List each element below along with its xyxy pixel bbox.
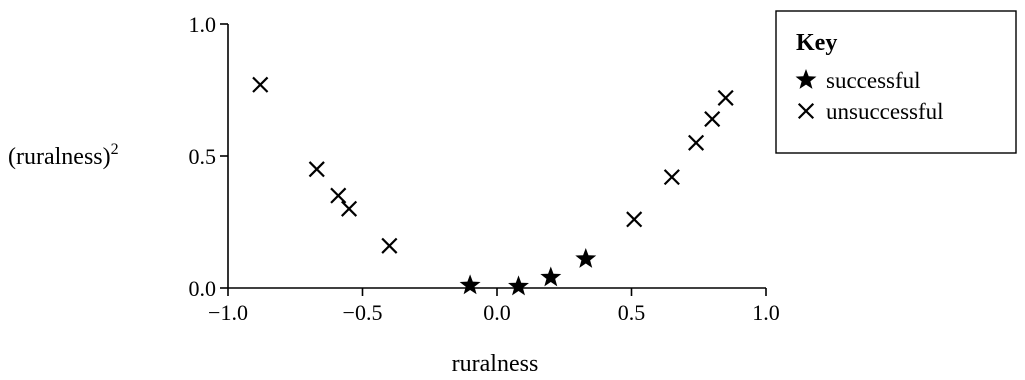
legend-cross-marker bbox=[797, 102, 815, 120]
x-tick-label: −1.0 bbox=[208, 300, 248, 325]
star-point bbox=[540, 266, 562, 287]
cross-point bbox=[330, 187, 347, 204]
star-point bbox=[508, 275, 529, 296]
cross-point bbox=[626, 211, 643, 228]
cross-point bbox=[340, 200, 358, 217]
x-ticks: −1.0 −0.5 0.0 0.5 1.0 bbox=[208, 288, 780, 325]
y-axis-label-text: (ruralness) bbox=[8, 144, 111, 170]
x-tick-label: 0.0 bbox=[483, 300, 511, 325]
data-points bbox=[252, 76, 734, 296]
cross-point bbox=[381, 237, 398, 254]
legend-star-marker bbox=[795, 69, 817, 89]
cross-point bbox=[252, 76, 269, 93]
cross-point bbox=[717, 89, 734, 106]
legend: Key successful unsuccessful bbox=[775, 10, 1017, 154]
cross-point bbox=[704, 110, 721, 128]
legend-entries: successful unsuccessful bbox=[795, 68, 944, 124]
y-tick-label: 0.0 bbox=[189, 276, 217, 301]
y-axis-label-superscript: 2 bbox=[111, 141, 119, 158]
legend-label: successful bbox=[826, 68, 921, 93]
legend-label: unsuccessful bbox=[826, 99, 944, 124]
y-ticks: 0.0 0.5 1.0 bbox=[189, 12, 228, 301]
legend-title: Key bbox=[796, 30, 837, 56]
cross-point bbox=[663, 169, 680, 186]
star-point bbox=[459, 274, 481, 295]
x-tick-label: 0.5 bbox=[618, 300, 646, 325]
axes bbox=[227, 24, 766, 289]
x-tick-label: −0.5 bbox=[343, 300, 383, 325]
cross-point bbox=[308, 161, 325, 178]
x-tick-label: 1.0 bbox=[752, 300, 780, 325]
y-tick-label: 1.0 bbox=[189, 12, 217, 37]
star-point bbox=[575, 247, 597, 268]
x-axis-label: ruralness bbox=[452, 351, 539, 377]
cross-point bbox=[688, 134, 705, 151]
y-axis-label: (ruralness)2 bbox=[8, 141, 119, 170]
legend-box bbox=[775, 10, 1017, 154]
y-tick-label: 0.5 bbox=[189, 144, 217, 169]
